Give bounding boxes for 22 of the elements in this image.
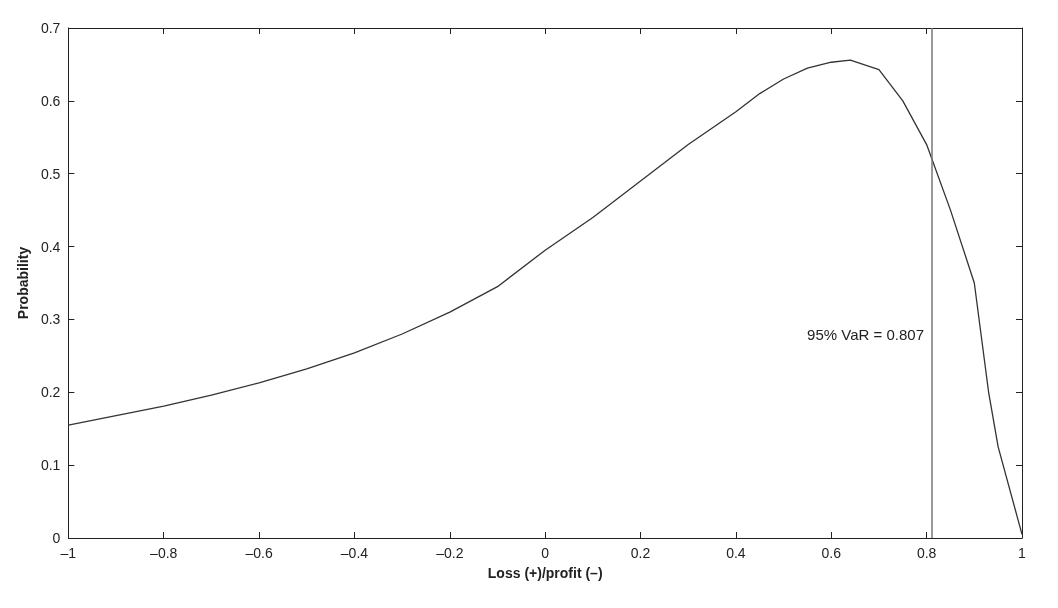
y-tick-label: 0.5: [40, 165, 61, 182]
ref-line-label: 95% VaR = 0.807: [807, 325, 924, 343]
y-tick-label: 0.4: [40, 238, 61, 255]
x-axis-title: Loss (+)/profit (–): [487, 565, 603, 581]
x-tick-label: 0.2: [630, 545, 651, 561]
x-tick-label: –0.8: [150, 545, 178, 561]
y-tick-label: 0.3: [40, 311, 61, 328]
x-tick-label: –0.6: [245, 545, 273, 561]
y-tick-label: 0.7: [40, 20, 61, 36]
y-tick-label: 0.2: [40, 384, 61, 401]
y-tick-label: 0.1: [40, 457, 61, 474]
x-tick-label: 0.6: [821, 545, 842, 561]
x-tick-label: 0.8: [916, 545, 937, 561]
x-tick-label: 0: [541, 545, 550, 561]
x-tick-label: 0.4: [726, 545, 746, 561]
y-tick-label: 0: [52, 530, 61, 546]
y-tick-label: 0.6: [40, 92, 61, 109]
x-tick-label: 1: [1018, 545, 1027, 561]
x-tick-label: –1: [60, 545, 77, 561]
y-axis-title: Probability: [15, 246, 31, 320]
x-tick-label: –0.4: [340, 545, 369, 561]
x-tick-label: –0.2: [436, 545, 464, 561]
